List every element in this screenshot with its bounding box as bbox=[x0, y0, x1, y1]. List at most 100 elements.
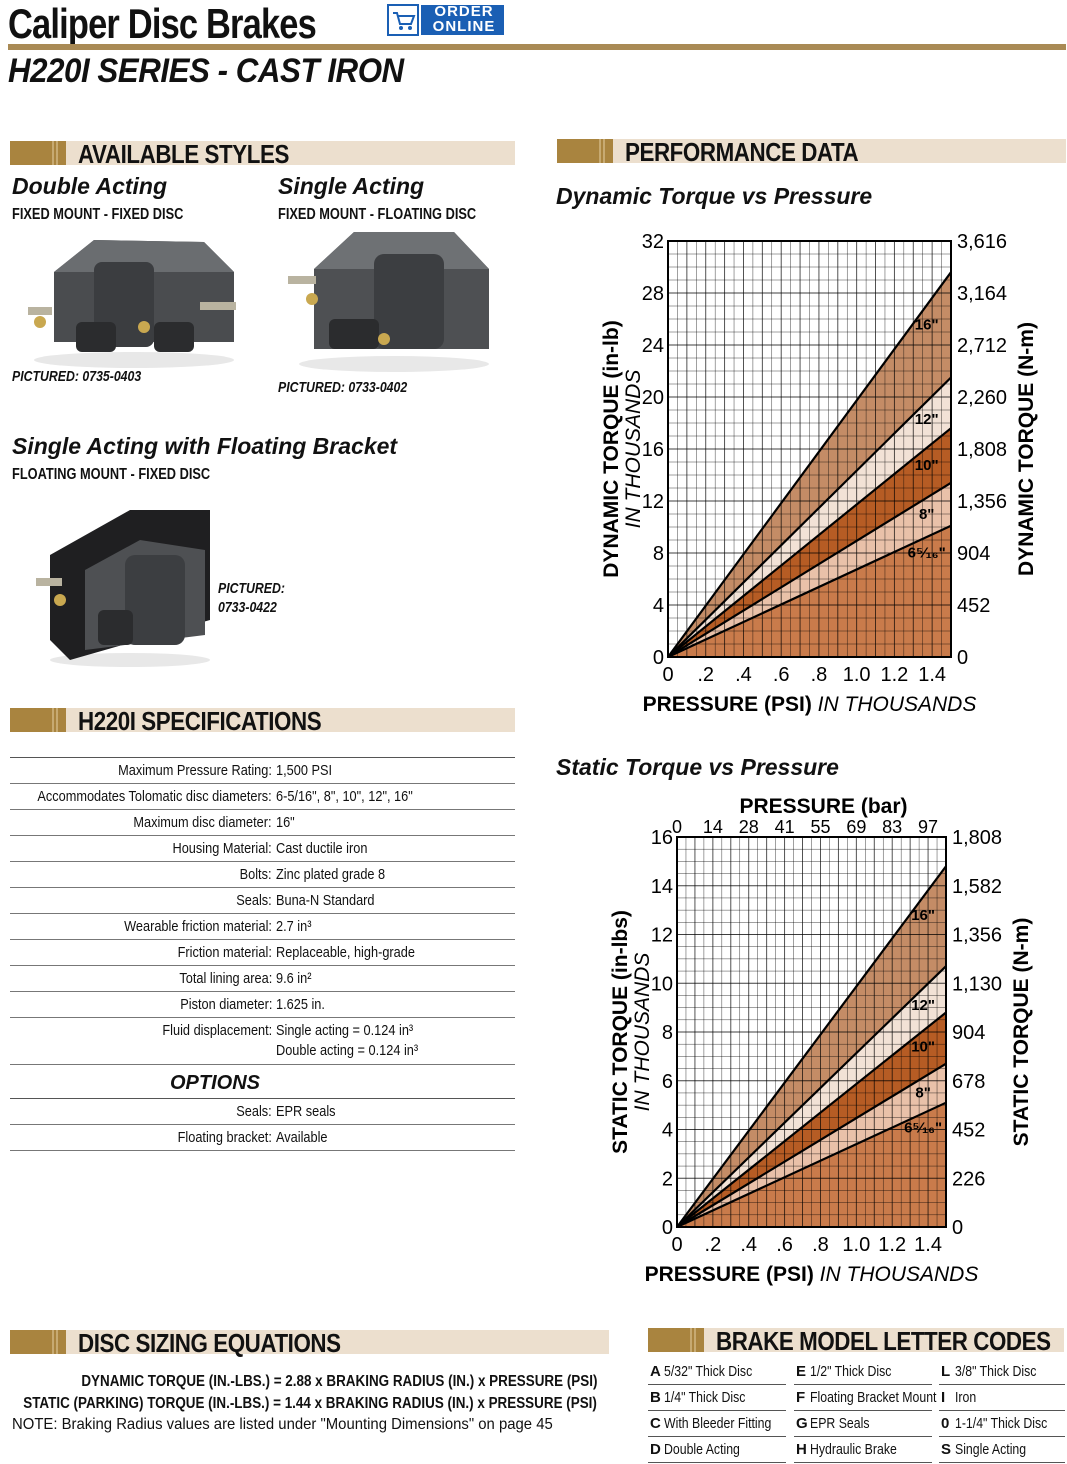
y-tick-label: 4 bbox=[653, 595, 664, 617]
letter-code: L bbox=[941, 1363, 951, 1380]
x2-axis-label: PRESSURE (bar) bbox=[739, 795, 907, 818]
series-label: 10" bbox=[911, 1039, 935, 1056]
x2-tick-label: 41 bbox=[775, 817, 795, 837]
y2-tick-label: 452 bbox=[957, 595, 990, 617]
series-title: H220I SERIES - CAST IRON bbox=[8, 52, 404, 90]
y-tick-label: 20 bbox=[642, 387, 664, 409]
letter-code-description: 1/4" Thick Disc bbox=[664, 1389, 746, 1406]
available-styles-header: AVAILABLE STYLES bbox=[10, 139, 515, 169]
x-axis-label-suffix: IN THOUSANDS bbox=[818, 693, 977, 716]
letter-code-description: With Bleeder Fitting bbox=[664, 1415, 772, 1432]
x-tick-label: 1.0 bbox=[843, 664, 871, 686]
options-table: Seals: EPR seals Floating bracket: Availab… bbox=[10, 1098, 515, 1151]
series-label: 8" bbox=[919, 506, 934, 523]
y2-tick-label: 904 bbox=[952, 1022, 985, 1044]
letter-code-row: 0 1-1/4" Thick Disc bbox=[939, 1411, 1065, 1437]
section-heading: BRAKE MODEL LETTER CODES bbox=[716, 1326, 1051, 1356]
table-row: Maximum disc diameter: 16" bbox=[10, 810, 515, 836]
x-tick-label: 0 bbox=[662, 664, 673, 686]
spec-value: 2.7 in³ bbox=[276, 918, 312, 935]
y-tick-label: 16 bbox=[642, 439, 664, 461]
order-badge-line1: ORDER bbox=[434, 3, 494, 20]
y-tick-label: 0 bbox=[653, 647, 664, 669]
letter-code-row: A 5/32" Thick Disc bbox=[648, 1359, 786, 1385]
table-row: Piston diameter: 1.625 in. bbox=[10, 992, 515, 1018]
specifications-header: H220I SPECIFICATIONS bbox=[10, 706, 515, 736]
y-tick-label: 4 bbox=[662, 1120, 673, 1142]
letter-codes-header: BRAKE MODEL LETTER CODES bbox=[648, 1326, 1064, 1356]
y2-tick-label: 226 bbox=[952, 1168, 985, 1190]
x-axis-label-main: PRESSURE (PSI) bbox=[645, 1263, 820, 1286]
series-label: 16" bbox=[915, 316, 939, 333]
x-tick-label: 1.4 bbox=[914, 1234, 942, 1256]
letter-code-row: D Double Acting bbox=[648, 1437, 786, 1463]
x-axis-label: PRESSURE (PSI) IN THOUSANDS bbox=[645, 1263, 979, 1286]
table-row: Maximum Pressure Rating: 1,500 PSI bbox=[10, 758, 515, 784]
page-title: Caliper Disc Brakes bbox=[8, 0, 317, 47]
series-line bbox=[667, 427, 952, 658]
caliper-photo-single-acting bbox=[288, 232, 489, 372]
letter-code: A bbox=[650, 1363, 661, 1380]
series-line bbox=[676, 865, 947, 1228]
title-rule bbox=[8, 44, 1066, 50]
table-row: Seals: EPR seals bbox=[10, 1099, 515, 1125]
table-row: Floating bracket: Available bbox=[10, 1125, 515, 1151]
static-torque-equation: STATIC (PARKING) TORQUE (IN.-LBS.) = 1.4… bbox=[23, 1395, 597, 1412]
y-tick-label: 16 bbox=[651, 827, 673, 849]
y-axis-label: DYNAMIC TORQUE (in-lb) bbox=[600, 320, 623, 577]
letter-code-description: 1-1/4" Thick Disc bbox=[955, 1415, 1048, 1432]
letter-code-row: S Single Acting bbox=[939, 1437, 1065, 1463]
chart-title: Dynamic Torque vs Pressure bbox=[556, 183, 873, 209]
x-tick-label: .2 bbox=[697, 664, 714, 686]
spec-value: Cast ductile iron bbox=[276, 840, 368, 857]
y2-tick-label: 452 bbox=[952, 1120, 985, 1142]
dynamic-torque-chart: 6⁵⁄₁₆" 8" 10" 12" 16" 0 .2 .4 .6 .8 1.0 1.2 1.4 0 4 8 12… bbox=[600, 231, 1038, 716]
letter-code-description: Iron bbox=[955, 1389, 977, 1406]
table-row: Accommodates Tolomatic disc diameters: 6-… bbox=[10, 784, 515, 810]
x-tick-label: 0 bbox=[671, 1234, 682, 1256]
y-axis-label-suffix: IN THOUSANDS bbox=[622, 370, 645, 529]
letter-code-row: B 1/4" Thick Disc bbox=[648, 1385, 786, 1411]
series-line bbox=[667, 524, 952, 658]
static-torque-chart: 6⁵⁄₁₆" 8" 10" 12" 16" 0 .2 .4 .6 .8 1.0 1.2 1.4 0 2 4 6 8… bbox=[609, 795, 1033, 1286]
spec-label: Friction material: bbox=[177, 944, 272, 961]
style-name: Single Acting with Floating Bracket bbox=[12, 433, 398, 459]
letter-code: 0 bbox=[941, 1415, 950, 1432]
x-tick-label: 1.0 bbox=[842, 1234, 870, 1256]
spec-label: Total lining area: bbox=[179, 970, 272, 987]
disc-sizing-header: DISC SIZING EQUATIONS bbox=[10, 1328, 609, 1358]
spec-label: Maximum disc diameter: bbox=[133, 814, 272, 831]
letter-code-description: 1/2" Thick Disc bbox=[810, 1363, 892, 1380]
table-row: Fluid displacement: Single acting = 0.124… bbox=[10, 1018, 515, 1065]
y2-axis-label: DYNAMIC TORQUE (N-m) bbox=[1015, 322, 1038, 576]
y2-tick-label: 904 bbox=[957, 543, 990, 565]
section-heading: PERFORMANCE DATA bbox=[625, 137, 859, 167]
y2-tick-label: 1,808 bbox=[952, 827, 1002, 849]
x2-tick-label: 55 bbox=[810, 817, 830, 837]
y-tick-label: 8 bbox=[653, 543, 664, 565]
y2-tick-label: 678 bbox=[952, 1071, 985, 1093]
y-tick-label: 2 bbox=[662, 1168, 673, 1190]
series-line bbox=[667, 376, 952, 658]
table-row: Bolts: Zinc plated grade 8 bbox=[10, 862, 515, 888]
x-tick-label: .8 bbox=[811, 664, 828, 686]
letter-code: F bbox=[796, 1389, 806, 1406]
x-tick-label: .8 bbox=[812, 1234, 829, 1256]
letter-code: I bbox=[941, 1389, 946, 1406]
plot-frame bbox=[667, 240, 952, 658]
cart-icon bbox=[387, 4, 504, 36]
letter-code-row: C With Bleeder Fitting bbox=[648, 1411, 786, 1437]
spec-value: Zinc plated grade 8 bbox=[276, 866, 386, 883]
y2-tick-label: 1,356 bbox=[957, 491, 1007, 513]
spec-label: Seals: bbox=[236, 892, 272, 909]
caliper-photo-floating-bracket bbox=[36, 510, 210, 667]
series-label: 6⁵⁄₁₆" bbox=[904, 1120, 942, 1137]
y-tick-label: 32 bbox=[642, 231, 664, 253]
y2-tick-label: 0 bbox=[952, 1217, 963, 1239]
plot-frame bbox=[676, 836, 947, 1228]
spec-value: Buna-N Standard bbox=[276, 892, 375, 909]
y2-tick-label: 1,130 bbox=[952, 973, 1002, 995]
y2-tick-label: 2,712 bbox=[957, 335, 1007, 357]
pictured-part-number: PICTURED: 0735-0403 bbox=[12, 368, 142, 385]
order-online-button[interactable]: ORDER ONLINE bbox=[387, 4, 505, 36]
